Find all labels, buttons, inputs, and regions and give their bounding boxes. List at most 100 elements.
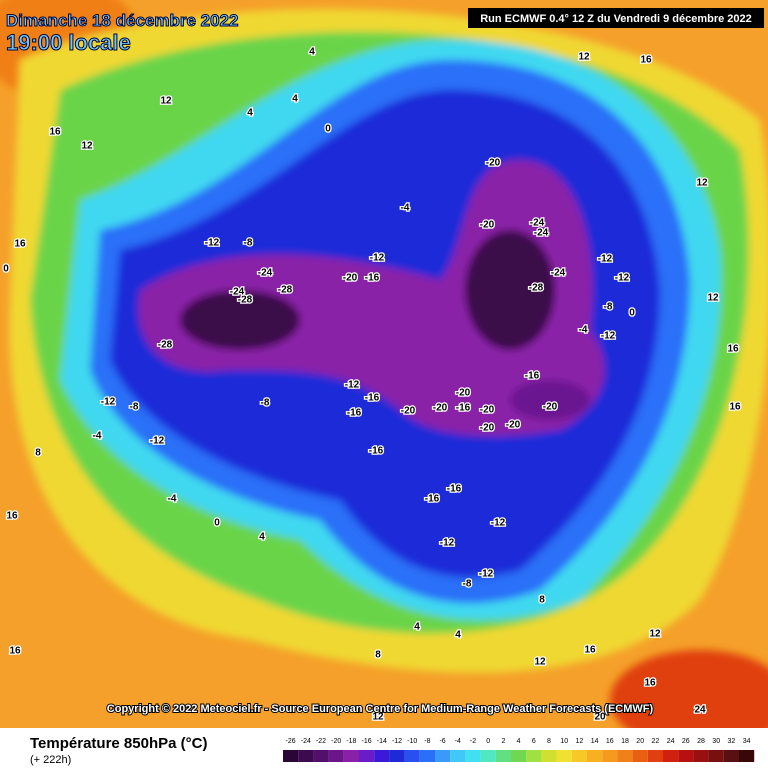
colorbar-label: 32 xyxy=(728,738,736,745)
contour-label: 16 xyxy=(14,239,26,250)
contour-label: 16 xyxy=(6,511,18,522)
run-info: Run ECMWF 0.4° 12 Z du Vendredi 9 décemb… xyxy=(480,13,752,25)
contour-label: 0 xyxy=(3,264,9,275)
contour-label: -8 xyxy=(130,402,139,413)
contour-label: 8 xyxy=(539,595,545,606)
contour-label: -12 xyxy=(440,538,455,549)
colorbar-swatch xyxy=(663,750,679,762)
colorbar-swatch xyxy=(359,750,375,762)
colorbar-swatch xyxy=(571,750,587,762)
contour-label: 4 xyxy=(292,94,298,105)
colorbar-label: -10 xyxy=(407,738,417,745)
colorbar-label: 6 xyxy=(532,738,536,745)
temperature-field xyxy=(0,0,768,750)
colorbar-swatch xyxy=(465,750,481,762)
colorbar-label: 30 xyxy=(712,738,720,745)
colorbar-label: -8 xyxy=(424,738,430,745)
copyright: Copyright © 2022 Meteociel.fr - Source E… xyxy=(107,703,654,715)
colorbar-swatch xyxy=(602,750,618,762)
colorbar-swatch xyxy=(511,750,527,762)
contour-label: -4 xyxy=(168,494,177,505)
contour-label: -24 xyxy=(530,218,545,229)
contour-label: -4 xyxy=(401,203,410,214)
colorbar-label: 24 xyxy=(667,738,675,745)
contour-label: -12 xyxy=(205,238,220,249)
colorbar-label: 8 xyxy=(547,738,551,745)
contour-label: 4 xyxy=(414,622,420,633)
contour-label: 12 xyxy=(578,52,590,63)
colorbar-swatch xyxy=(298,750,314,762)
colorbar-label: 16 xyxy=(606,738,614,745)
forecast-date: Dimanche 18 décembre 2022 xyxy=(6,11,238,30)
contour-label: -20 xyxy=(543,402,558,413)
colorbar-swatch xyxy=(374,750,390,762)
contour-label: 4 xyxy=(247,108,253,119)
colorbar-swatch xyxy=(587,750,603,762)
contour-label: -28 xyxy=(278,285,293,296)
colorbar-label: 10 xyxy=(560,738,568,745)
colorbar-label: -24 xyxy=(301,738,311,745)
colorbar-swatch xyxy=(678,750,694,762)
colorbar-swatch xyxy=(435,750,451,762)
colorbar-swatch xyxy=(632,750,648,762)
contour-label: -24 xyxy=(551,268,566,279)
colorbar-label: -18 xyxy=(346,738,356,745)
colorbar-label: -16 xyxy=(362,738,372,745)
contour-label: 20 xyxy=(594,712,606,723)
contour-label: 16 xyxy=(584,645,596,656)
contour-label: 12 xyxy=(649,629,661,640)
contour-label: 0 xyxy=(325,124,331,135)
contour-label: -16 xyxy=(456,403,471,414)
colorbar-swatch xyxy=(328,750,344,762)
contour-label: -12 xyxy=(345,380,360,391)
contour-label: 12 xyxy=(707,293,719,304)
contour-label: -24 xyxy=(230,287,245,298)
contour-label: 12 xyxy=(160,96,172,107)
contour-label: -20 xyxy=(486,158,501,169)
contour-label: 16 xyxy=(644,678,656,689)
contour-label: -4 xyxy=(579,325,588,336)
contour-label: -16 xyxy=(525,371,540,382)
contour-label: 4 xyxy=(455,630,461,641)
colorbar-swatch xyxy=(647,750,663,762)
contour-label: 0 xyxy=(629,308,635,319)
contour-label: 8 xyxy=(35,448,41,459)
forecast-time: 19:00 locale xyxy=(6,30,131,55)
colorbar-label: 18 xyxy=(621,738,629,745)
contour-label: -28 xyxy=(238,295,253,306)
colorbar-label: 22 xyxy=(652,738,660,745)
colorbar-swatch xyxy=(708,750,724,762)
contour-label: 4 xyxy=(259,532,265,543)
contour-label: -16 xyxy=(425,494,440,505)
colorbar-label: 0 xyxy=(486,738,490,745)
colorbar-swatch xyxy=(495,750,511,762)
colorbar-label: 34 xyxy=(743,738,751,745)
contour-label: 4 xyxy=(309,47,315,58)
colorbar-label: -12 xyxy=(392,738,402,745)
colorbar-label: -22 xyxy=(316,738,326,745)
contour-label: 16 xyxy=(49,127,61,138)
contour-label: 12 xyxy=(372,712,384,723)
contour-label: -20 xyxy=(343,273,358,284)
contour-label: -24 xyxy=(258,268,273,279)
colorbar-swatch xyxy=(283,750,299,762)
contour-label: -20 xyxy=(480,220,495,231)
colorbar-swatch xyxy=(617,750,633,762)
contour-label: -20 xyxy=(401,406,416,417)
colorbar-label: 28 xyxy=(697,738,705,745)
footer-title: Température 850hPa (°C) xyxy=(30,735,207,752)
colorbar-label: 14 xyxy=(591,738,599,745)
colorbar-swatch xyxy=(693,750,709,762)
contour-label: -16 xyxy=(369,446,384,457)
contour-label: -12 xyxy=(479,569,494,580)
contour-label: -16 xyxy=(365,273,380,284)
colorbar-swatch xyxy=(526,750,542,762)
contour-label: -16 xyxy=(365,393,380,404)
colorbar-swatch xyxy=(404,750,420,762)
contour-label: -16 xyxy=(447,484,462,495)
contour-label: 8 xyxy=(375,650,381,661)
colorbar-label: -2 xyxy=(470,738,476,745)
contour-label: -20 xyxy=(456,388,471,399)
contour-label: -8 xyxy=(604,302,613,313)
